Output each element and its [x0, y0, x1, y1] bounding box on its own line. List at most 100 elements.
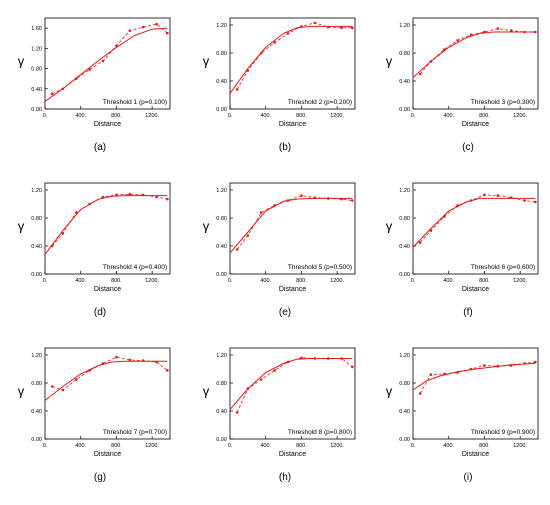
x-tick-label: 0. [43, 443, 48, 449]
x-tick-label: 1200. [330, 443, 344, 449]
x-tick-label: 400. [75, 278, 86, 284]
plot-frame [412, 17, 539, 110]
threshold-label: Threshold 2 (p=0.200) [288, 99, 352, 106]
experimental-point [286, 32, 290, 35]
x-tick-label: 1200. [513, 278, 527, 284]
y-tick-label: 0.00 [399, 272, 410, 278]
x-axis-label: Distance [279, 286, 306, 293]
experimental-point [166, 31, 169, 35]
y-tick-label: 0.40 [216, 409, 227, 415]
x-tick-label: 800. [296, 278, 307, 284]
experimental-point [141, 25, 145, 29]
experimental-point [523, 199, 526, 202]
x-tick-label: 0. [228, 113, 233, 119]
x-tick-label: 0. [411, 443, 416, 449]
experimental-point [50, 385, 54, 388]
x-tick-label: 1200. [145, 443, 159, 449]
x-axis-label: Distance [94, 286, 121, 293]
model-variogram-line [412, 197, 536, 248]
y-tick-label: 0.00 [216, 272, 227, 278]
y-tick-label: 1.20 [399, 23, 410, 29]
experimental-point [166, 369, 169, 372]
x-tick-label: 400. [260, 278, 271, 284]
x-tick-label: 800. [296, 443, 307, 449]
experimental-point [155, 195, 158, 199]
panel-caption: (e) [279, 307, 291, 318]
x-tick-label: 0. [43, 113, 48, 119]
experimental-variogram-line [52, 356, 168, 391]
x-axis-label: Distance [279, 451, 306, 458]
y-tick-label: 0.00 [31, 272, 42, 278]
chart-panel: 0. 400. 800. 1200. 0.00 0.40 0.80 1.20 1.60 γ Dist… [18, 17, 171, 153]
x-tick-label: 1200. [330, 113, 344, 119]
y-axis-label: γ [203, 54, 210, 69]
y-tick-label: 1.20 [399, 188, 410, 194]
panel-caption: (b) [279, 142, 291, 153]
experimental-point [351, 26, 354, 30]
experimental-variogram-line [236, 357, 353, 413]
panel-caption: (i) [464, 472, 473, 483]
y-tick-label: 0.80 [31, 381, 42, 387]
experimental-point [469, 33, 473, 37]
x-tick-label: 400. [75, 443, 86, 449]
y-tick-label: 0.80 [399, 51, 410, 57]
experimental-point [74, 211, 78, 214]
threshold-label: Threshold 4 (p=0.400) [103, 264, 167, 271]
x-tick-label: 400. [443, 113, 454, 119]
experimental-point [534, 30, 537, 34]
x-axis-label: Distance [94, 121, 121, 128]
panel-caption: (g) [94, 472, 106, 483]
y-tick-label: 0.40 [31, 87, 42, 93]
x-tick-label: 400. [75, 113, 86, 119]
y-tick-label: 0.00 [216, 107, 227, 113]
experimental-point [429, 229, 433, 232]
experimental-point [483, 364, 486, 367]
chart-panel: 0. 400. 800. 1200. 0.00 0.40 0.80 1.20 γ Distance… [386, 17, 539, 153]
y-tick-label: 0.40 [216, 79, 227, 85]
experimental-point [246, 234, 250, 237]
x-tick-label: 800. [296, 113, 307, 119]
model-variogram-line [44, 27, 168, 102]
experimental-variogram-line [51, 193, 168, 247]
model-variogram-line [229, 25, 353, 94]
threshold-label: Threshold 7 (p=0.700) [103, 429, 167, 436]
experimental-point [50, 92, 54, 96]
x-axis-label: Distance [279, 121, 306, 128]
experimental-variogram-line [236, 22, 353, 90]
x-tick-label: 800. [479, 443, 490, 449]
y-tick-label: 0.40 [31, 409, 42, 415]
plot-frame [229, 17, 356, 110]
experimental-point [509, 29, 513, 32]
experimental-point [496, 27, 500, 30]
y-tick-label: 1.20 [216, 23, 227, 29]
chart-panel: 0. 400. 800. 1200. 0.00 0.40 0.80 1.20 γ Distance… [18, 182, 171, 318]
y-tick-label: 0.00 [399, 107, 410, 113]
experimental-variogram-line [419, 28, 536, 75]
y-axis-label: γ [18, 384, 25, 399]
y-axis-label: γ [386, 219, 393, 234]
experimental-point [101, 59, 105, 63]
experimental-point [235, 411, 239, 414]
experimental-point [340, 26, 343, 30]
chart-panel: 0. 400. 800. 1200. 0.00 0.40 0.80 1.20 γ Distance… [203, 182, 356, 318]
plot-frame [44, 347, 171, 440]
x-tick-label: 800. [479, 278, 490, 284]
x-tick-label: 800. [479, 113, 490, 119]
y-axis-label: γ [203, 384, 210, 399]
y-axis-label: γ [386, 54, 393, 69]
threshold-label: Threshold 5 (p=0.500) [288, 264, 352, 271]
experimental-point [259, 378, 263, 381]
y-tick-label: 0.80 [216, 216, 227, 222]
model-variogram-line [44, 195, 168, 255]
y-tick-label: 1.20 [31, 46, 42, 52]
x-tick-label: 0. [228, 443, 233, 449]
y-tick-label: 0.00 [399, 437, 410, 443]
y-axis-label: γ [386, 384, 393, 399]
experimental-variogram-line [419, 361, 536, 394]
x-tick-label: 1200. [330, 278, 344, 284]
panel-caption: (a) [94, 142, 106, 153]
chart-panel: 0. 400. 800. 1200. 0.00 0.40 0.80 1.20 γ Distance… [386, 347, 539, 483]
experimental-point [259, 211, 263, 214]
x-tick-label: 400. [260, 113, 271, 119]
